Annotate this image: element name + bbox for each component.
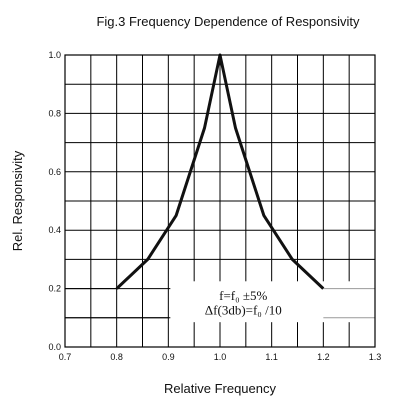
x-tick-label: 1.1 <box>265 352 278 362</box>
x-tick-label: 1.2 <box>317 352 330 362</box>
tick-labels: 0.7 0.8 0.9 1.0 1.1 1.2 1.3 0.0 0.2 0.4 0.6 0.8 1.0 <box>48 50 381 362</box>
y-tick-label: 0.4 <box>48 225 61 235</box>
y-tick-label: 0.6 <box>48 167 61 177</box>
annotation-bandwidth: Δf(3db)=f₀ /10 <box>205 303 282 318</box>
y-axis-label: Rel. Responsivity <box>10 150 25 251</box>
annotations: f=f₀ ±5%Δf(3db)=f₀ /10 <box>205 288 282 318</box>
x-tick-label: 1.0 <box>214 352 227 362</box>
plot-border <box>64 54 376 348</box>
x-axis-label: Relative Frequency <box>164 381 276 396</box>
y-tick-label: 1.0 <box>48 50 61 60</box>
y-tick-label: 0.8 <box>48 108 61 118</box>
y-tick-label: 0.2 <box>48 284 61 294</box>
x-tick-label: 1.3 <box>369 352 382 362</box>
x-tick-label: 0.9 <box>162 352 175 362</box>
grid <box>65 55 375 347</box>
y-tick-label: 0.0 <box>48 342 61 352</box>
plot-frame <box>64 54 376 348</box>
chart-title: Fig.3 Frequency Dependence of Responsivi… <box>96 14 360 29</box>
x-tick-label: 0.7 <box>59 352 72 362</box>
annotation-frequency-range: f=f₀ ±5% <box>219 288 267 303</box>
x-tick-label: 0.8 <box>110 352 123 362</box>
annotation-box <box>65 281 375 323</box>
